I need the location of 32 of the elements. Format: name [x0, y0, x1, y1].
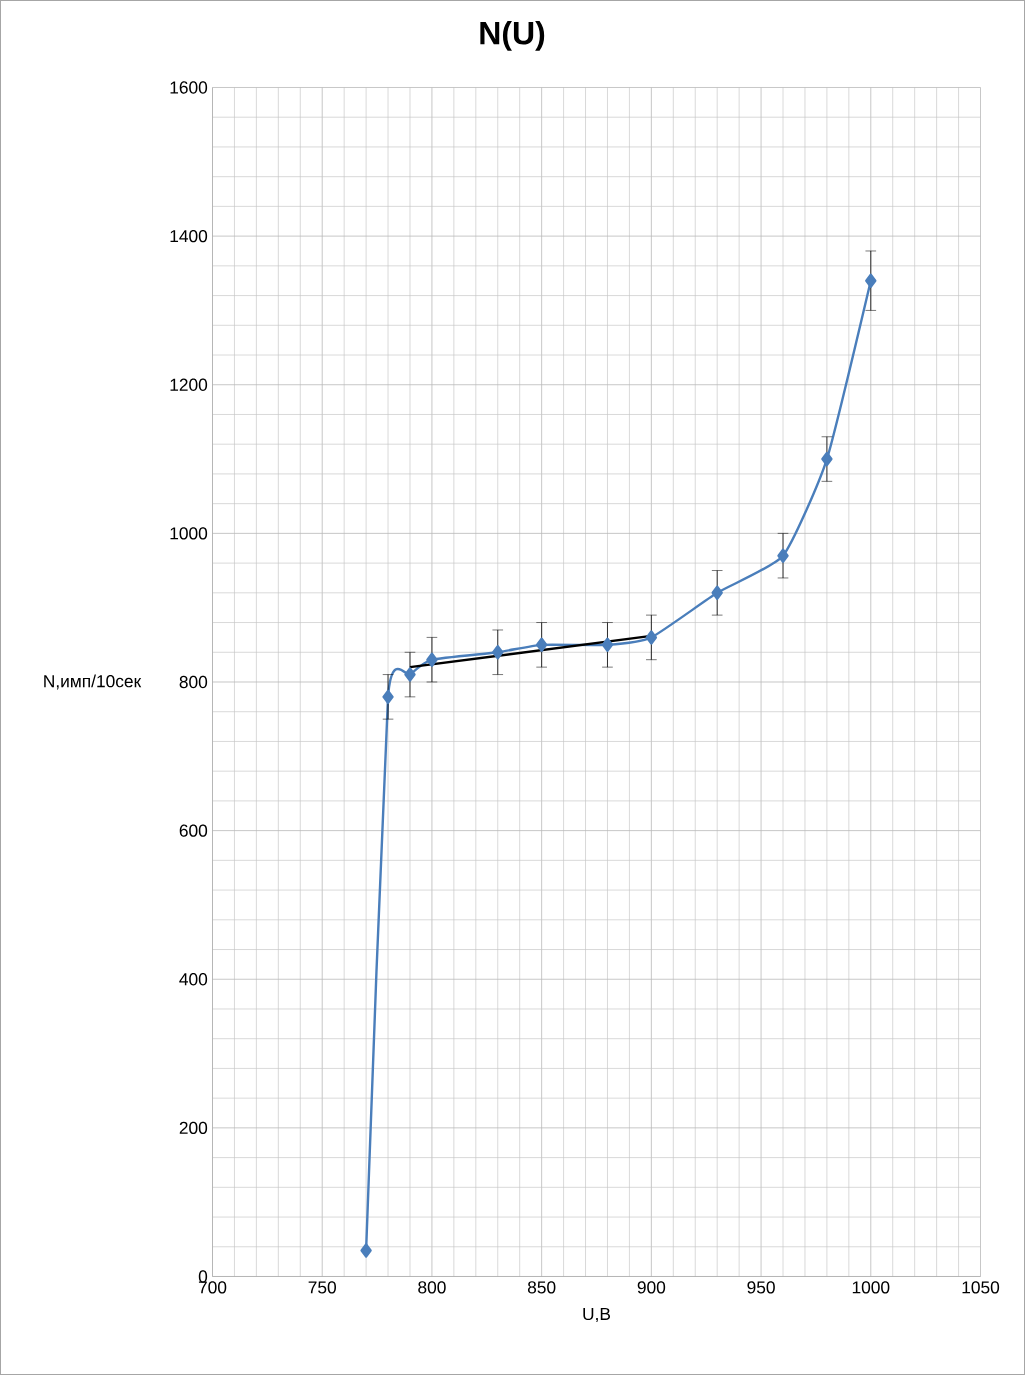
y-tick-label: 1600: [170, 81, 208, 94]
y-tick-label: 400: [179, 973, 208, 986]
y-tick-label: 1000: [170, 527, 208, 540]
point: [601, 637, 614, 653]
point: [360, 1243, 372, 1258]
x-tick-label: 800: [418, 1281, 446, 1294]
point: [821, 451, 833, 467]
point: [865, 273, 877, 288]
point: [645, 630, 658, 645]
point: [777, 548, 789, 563]
x-tick-label: 850: [527, 1281, 556, 1294]
x-tick-label: 900: [637, 1281, 666, 1294]
x-tick-label: 950: [747, 1281, 775, 1294]
point: [711, 585, 723, 601]
y-tick-label: 800: [179, 675, 208, 689]
point: [382, 689, 394, 705]
y-axis-title: N,имп/10сек: [44, 674, 142, 690]
x-tick-label: 750: [308, 1281, 336, 1294]
x-tick-label: 700: [198, 1281, 227, 1294]
x-tick-label: 1000: [852, 1281, 890, 1294]
y-tick-label: 600: [179, 824, 208, 837]
point: [535, 637, 548, 653]
x-axis-title: U,В: [583, 1307, 611, 1323]
point: [404, 667, 416, 682]
chart-title: N(U): [480, 20, 545, 51]
y-tick-label: 1400: [170, 229, 208, 243]
y-tick-label: 0: [198, 1270, 208, 1283]
y-tick-label: 1200: [170, 378, 208, 391]
x-tick-label: 1050: [962, 1281, 1000, 1294]
y-tick-label: 200: [179, 1121, 208, 1135]
point: [492, 645, 504, 660]
point: [426, 652, 438, 667]
